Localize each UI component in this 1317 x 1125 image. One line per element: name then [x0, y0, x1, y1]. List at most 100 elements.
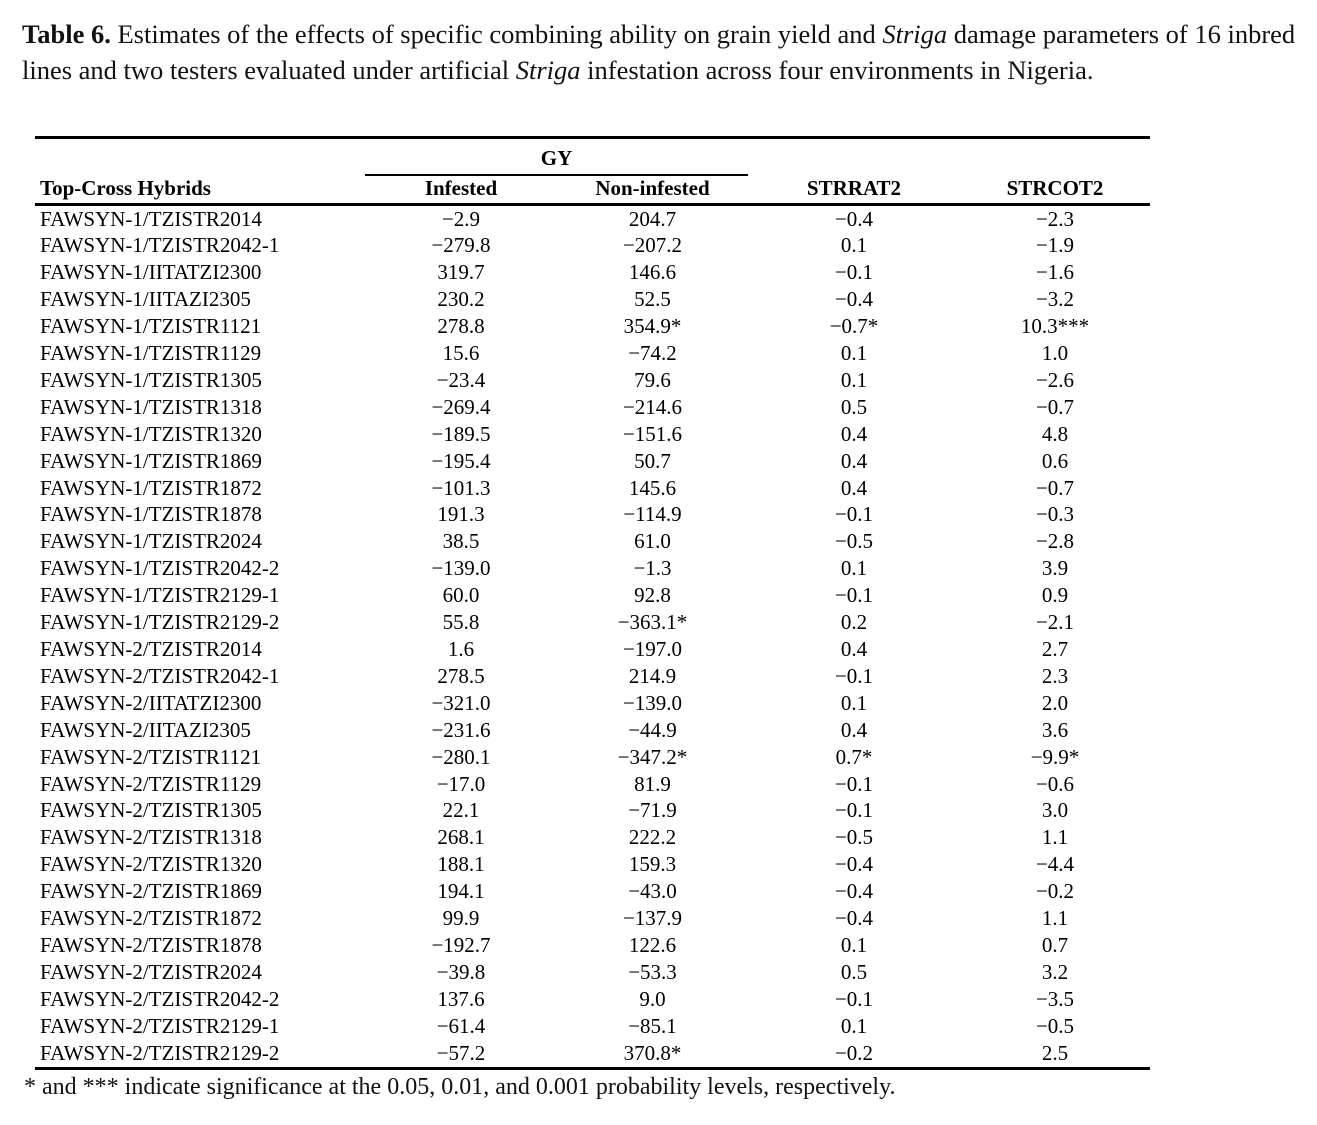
column-header-strrat2: STRRAT2: [748, 137, 960, 206]
table-row: FAWSYN-1/TZISTR2129-1 60.0 92.8 −0.1 0.9: [35, 582, 1150, 609]
value-cell: −43.0: [628, 879, 677, 904]
table-row: FAWSYN-2/TZISTR2024 −39.8 −53.3 0.5 3.2: [35, 959, 1150, 986]
value-cell: −189.5: [431, 421, 491, 446]
value-cell: 159.3: [628, 852, 677, 877]
value-cell: −2.3: [1035, 206, 1075, 231]
hybrid-name-cell: FAWSYN-1/TZISTR1869: [40, 448, 262, 473]
table-row: FAWSYN-2/TZISTR1121 −280.1 −347.2* 0.7* −9.9…: [35, 744, 1150, 771]
table-row: FAWSYN-2/TZISTR1872 99.9 −137.9 −0.4 1.1: [35, 905, 1150, 932]
value-cell: −114.9: [623, 502, 682, 527]
value-cell: −0.7*: [829, 314, 879, 339]
value-cell: 278.8: [437, 314, 485, 339]
group-header-gy: GY: [365, 137, 748, 176]
value-cell: 0.4: [840, 637, 868, 661]
table-row: FAWSYN-2/TZISTR2014 1.6 −197.0 0.4 2.7: [35, 636, 1150, 663]
value-cell: −0.1: [834, 502, 874, 527]
value-cell: −0.7: [1035, 394, 1075, 419]
table-row: FAWSYN-1/TZISTR2042-2 −139.0 −1.3 0.1 3.9: [35, 555, 1150, 582]
value-cell: −0.1: [834, 798, 874, 823]
hybrid-name-cell: FAWSYN-2/TZISTR1129: [40, 771, 262, 796]
value-cell: 0.4: [840, 475, 868, 500]
hybrid-name-cell: FAWSYN-2/TZISTR1320: [40, 852, 262, 877]
value-cell: 3.9: [1041, 556, 1069, 581]
value-cell: 0.5: [840, 394, 868, 419]
value-cell: 0.1: [840, 233, 868, 258]
hybrid-name-cell: FAWSYN-2/TZISTR2024: [40, 959, 262, 984]
column-header-infested: Infested: [365, 174, 557, 206]
value-cell: 60.0: [442, 583, 480, 608]
caption-text-3: infestation across four environments in …: [580, 55, 1094, 85]
hybrid-name-cell: FAWSYN-2/TZISTR1869: [40, 879, 262, 904]
value-cell: 2.7: [1041, 637, 1069, 661]
group-header-row: Top-Cross Hybrids GY STRRAT2 STRCOT2: [35, 137, 1150, 206]
value-cell: −0.1: [834, 663, 874, 688]
table-row: FAWSYN-1/TZISTR2129-2 55.8 −363.1* 0.2 −2.1: [35, 609, 1150, 636]
value-cell: −0.5: [834, 825, 874, 850]
value-cell: −0.4: [834, 879, 874, 904]
hybrid-name-cell: FAWSYN-1/TZISTR1872: [40, 475, 262, 500]
table-row: FAWSYN-2/TZISTR1320 188.1 159.3 −0.4 −4.4: [35, 851, 1150, 878]
value-cell: −1.6: [1035, 260, 1075, 285]
hybrid-name-cell: FAWSYN-2/TZISTR1878: [40, 932, 262, 957]
table-row: FAWSYN-1/TZISTR1121 278.8 354.9* −0.7* 10.3*…: [35, 313, 1150, 340]
value-cell: −0.2: [834, 1040, 874, 1065]
table-row: FAWSYN-1/IITAZI2305 230.2 52.5 −0.4 −3.2: [35, 286, 1150, 313]
value-cell: 354.9*: [623, 314, 682, 339]
hybrid-name-cell: FAWSYN-1/TZISTR1129: [40, 341, 262, 366]
hybrid-name-cell: FAWSYN-2/TZISTR2129-1: [40, 1013, 280, 1038]
value-cell: 1.6: [447, 637, 475, 661]
value-cell: −214.6: [622, 394, 683, 419]
value-cell: 0.4: [840, 448, 868, 473]
value-cell: −151.6: [622, 421, 683, 446]
table-row: FAWSYN-2/TZISTR2129-1 −61.4 −85.1 0.1 −0.5: [35, 1013, 1150, 1040]
table-header: Top-Cross Hybrids GY STRRAT2 STRCOT2 Inf…: [35, 137, 1150, 206]
value-cell: −280.1: [431, 744, 491, 769]
table-row: FAWSYN-1/TZISTR1872 −101.3 145.6 0.4 −0.7: [35, 475, 1150, 502]
value-cell: −17.0: [436, 771, 486, 796]
value-cell: 3.6: [1041, 717, 1069, 742]
table-row: FAWSYN-1/IITATZI2300 319.7 146.6 −0.1 −1.6: [35, 259, 1150, 286]
table-row: FAWSYN-2/TZISTR1869 194.1 −43.0 −0.4 −0.2: [35, 878, 1150, 905]
value-cell: −0.7: [1035, 475, 1075, 500]
table-row: FAWSYN-1/TZISTR1305 −23.4 79.6 0.1 −2.6: [35, 367, 1150, 394]
table-row: FAWSYN-2/TZISTR1305 22.1 −71.9 −0.1 3.0: [35, 797, 1150, 824]
value-cell: −2.8: [1035, 529, 1075, 554]
hybrid-name-cell: FAWSYN-2/TZISTR1318: [40, 825, 262, 850]
value-cell: 194.1: [437, 879, 485, 904]
value-cell: 0.4: [840, 717, 868, 742]
value-cell: 15.6: [442, 341, 480, 366]
hybrid-name-cell: FAWSYN-1/TZISTR2042-2: [40, 556, 280, 581]
value-cell: 278.5: [437, 663, 485, 688]
value-cell: 188.1: [437, 852, 485, 877]
table-row: FAWSYN-2/TZISTR1318 268.1 222.2 −0.5 1.1: [35, 824, 1150, 851]
value-cell: 146.6: [628, 260, 677, 285]
value-cell: 2.5: [1041, 1040, 1069, 1065]
value-cell: −0.6: [1035, 771, 1075, 796]
value-cell: −0.5: [834, 529, 874, 554]
value-cell: 0.1: [840, 932, 868, 957]
value-cell: −0.1: [834, 986, 874, 1011]
value-cell: −71.9: [628, 798, 677, 823]
value-cell: −53.3: [628, 959, 677, 984]
caption-striga-1: Striga: [882, 19, 948, 49]
value-cell: −195.4: [431, 448, 491, 473]
value-cell: 1.1: [1041, 825, 1069, 850]
value-cell: 214.9: [628, 663, 677, 688]
value-cell: 0.1: [840, 367, 868, 392]
value-cell: −39.8: [436, 959, 486, 984]
hybrid-name-cell: FAWSYN-1/TZISTR1318: [40, 394, 262, 419]
value-cell: −44.9: [628, 717, 677, 742]
value-cell: 204.7: [628, 206, 677, 231]
value-cell: −231.6: [431, 717, 491, 742]
value-cell: 3.2: [1041, 959, 1069, 984]
value-cell: 0.5: [840, 959, 868, 984]
value-cell: 122.6: [628, 932, 677, 957]
value-cell: −0.4: [834, 206, 874, 231]
value-cell: −0.4: [834, 906, 874, 931]
hybrid-name-cell: FAWSYN-2/IITAZI2305: [40, 717, 251, 742]
value-cell: −85.1: [628, 1013, 677, 1038]
value-cell: −3.5: [1035, 986, 1075, 1011]
table-row: FAWSYN-2/TZISTR1878 −192.7 122.6 0.1 0.7: [35, 932, 1150, 959]
hybrid-name-cell: FAWSYN-1/TZISTR1121: [40, 314, 262, 339]
table-row: FAWSYN-2/TZISTR2129-2 −57.2 370.8* −0.2 2.5: [35, 1040, 1150, 1068]
